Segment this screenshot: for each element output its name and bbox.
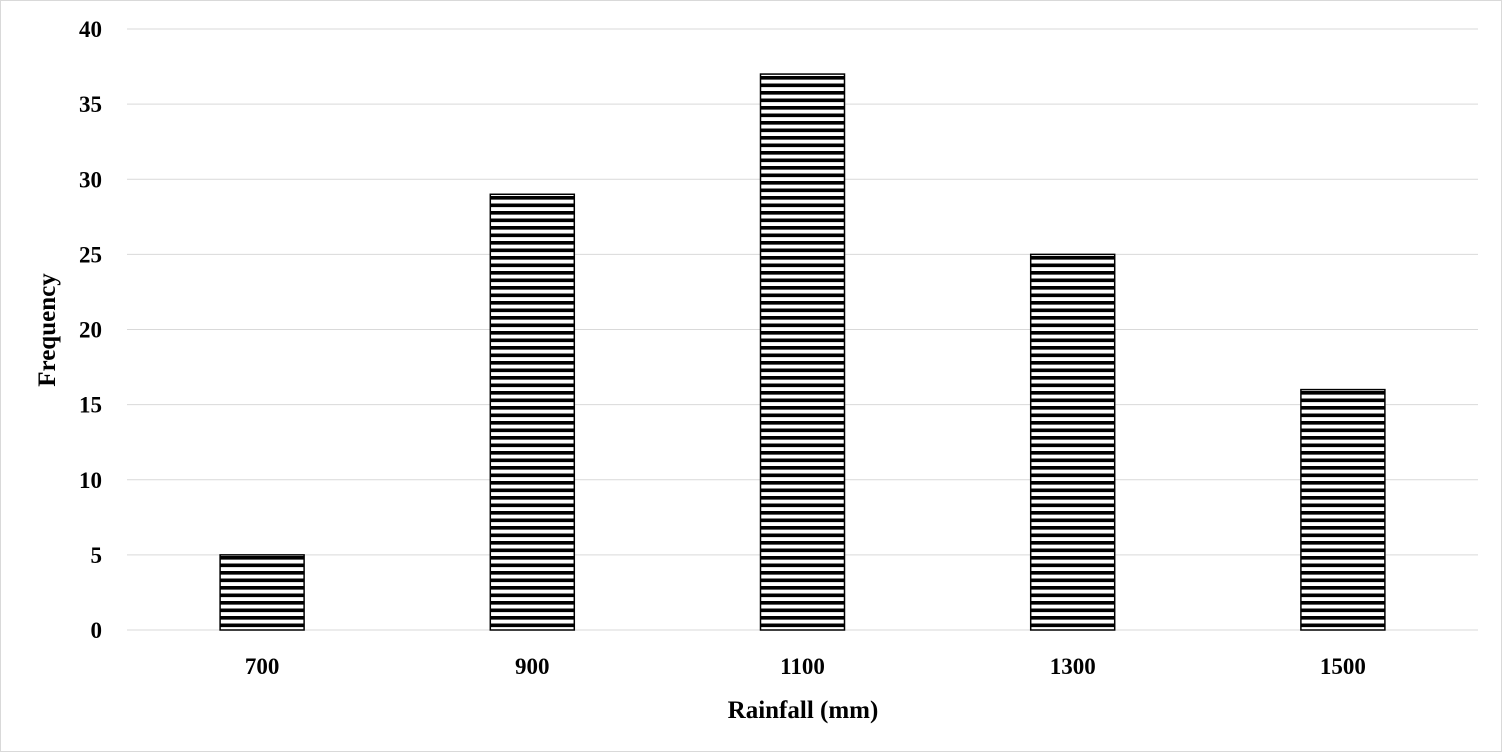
- y-tick-label: 30: [79, 167, 102, 192]
- bar-1100: [759, 73, 846, 631]
- bar-1300: [1029, 253, 1116, 631]
- y-axis-ticks: 0 5 10 15 20 25 30 35 40: [79, 17, 102, 643]
- x-tick-label: 700: [245, 654, 280, 679]
- y-tick-label: 20: [79, 318, 102, 343]
- y-tick-label: 35: [79, 92, 102, 117]
- bar-900: [489, 193, 576, 631]
- x-tick-label: 1300: [1050, 654, 1096, 679]
- x-axis-ticks: 700 900 1100 1300 1500: [245, 654, 1366, 679]
- y-tick-label: 5: [91, 543, 103, 568]
- y-tick-label: 15: [79, 393, 102, 418]
- y-tick-label: 40: [79, 17, 102, 42]
- bar-1500: [1300, 388, 1386, 631]
- bars: [219, 73, 1386, 631]
- x-axis-label: Rainfall (mm): [728, 697, 879, 724]
- y-tick-label: 0: [91, 618, 103, 643]
- y-axis-label: Frequency: [34, 273, 61, 387]
- y-tick-label: 25: [79, 242, 102, 267]
- y-tick-label: 10: [79, 468, 102, 493]
- bar-700: [219, 554, 305, 631]
- x-tick-label: 900: [515, 654, 550, 679]
- x-tick-label: 1500: [1320, 654, 1366, 679]
- x-tick-label: 1100: [780, 654, 825, 679]
